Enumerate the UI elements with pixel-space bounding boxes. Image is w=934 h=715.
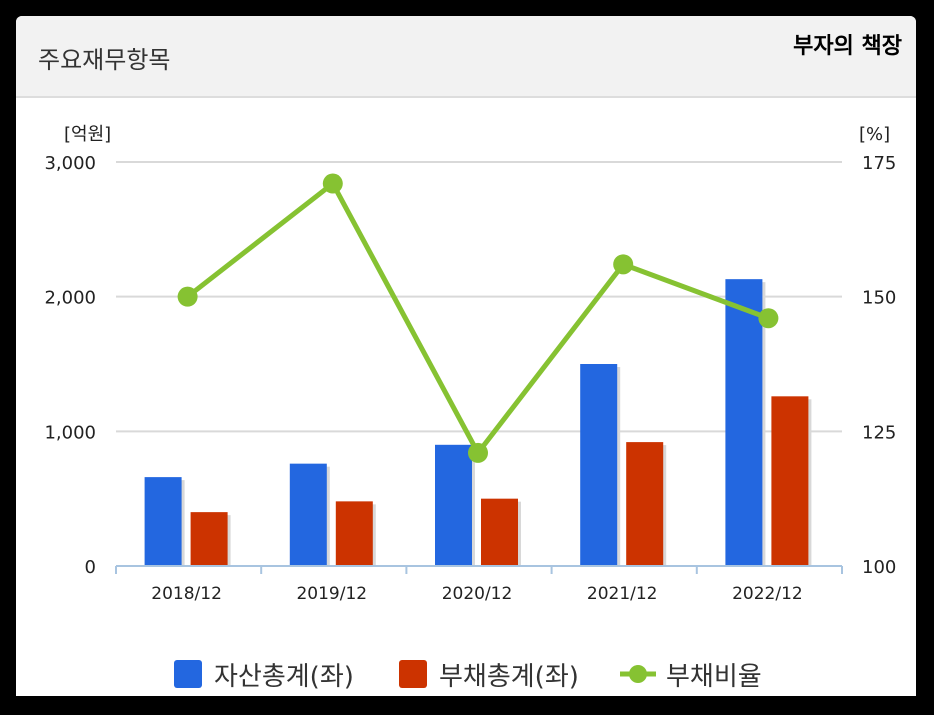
right-tick-label: 125 — [862, 422, 896, 443]
ratio-line — [186, 181, 770, 456]
bar-series — [144, 279, 812, 566]
x-axis — [115, 565, 843, 574]
ratio-point — [758, 308, 779, 329]
legend-swatch-ratio — [620, 665, 656, 683]
ratio-point — [468, 442, 488, 463]
x-axis-ticks: 2018/12 2019/12 2020/12 2021/12 2022/12 — [151, 584, 802, 604]
legend-label-liabilities: 부채총계(좌) — [439, 662, 579, 692]
bar-liabilities — [335, 501, 373, 566]
left-tick-label: 3,000 — [44, 153, 96, 174]
brand-label: 부자의 책장 — [793, 34, 902, 59]
chart-panel: 주요재무항목 부자의 책장 [억원] [%] 0 1,000 2,000 3,000 … — [16, 16, 916, 696]
bar-liabilities — [481, 498, 518, 566]
bar-assets — [144, 477, 182, 566]
right-tick-label: 100 — [862, 557, 896, 578]
right-axis-unit: [%] — [859, 124, 890, 145]
legend-label-ratio: 부채비율 — [666, 662, 762, 692]
right-tick-label: 150 — [862, 288, 896, 309]
left-tick-label: 1,000 — [44, 422, 96, 443]
legend-label-assets: 자산총계(좌) — [214, 662, 354, 692]
bar-liabilities — [190, 512, 228, 566]
bar-assets — [435, 444, 472, 566]
x-tick-label: 2022/12 — [732, 584, 803, 604]
left-tick-label: 2,000 — [44, 288, 96, 309]
ratio-line-series — [177, 173, 779, 463]
x-tick-label: 2019/12 — [296, 584, 367, 604]
panel-title: 주요재무항목 — [38, 46, 171, 74]
legend-swatch-assets — [174, 660, 202, 688]
bar-liabilities — [771, 396, 809, 566]
bar-liabilities — [626, 442, 664, 566]
chart-legend: 자산총계(좌) 부채총계(좌) 부채비율 — [16, 652, 916, 696]
right-tick-label: 175 — [862, 153, 896, 174]
x-tick-label: 2021/12 — [587, 584, 658, 604]
ratio-point — [322, 173, 343, 194]
combo-chart: [억원] [%] 0 1,000 2,000 3,000 100 125 150 175 2… — [44, 124, 896, 604]
bar-assets — [289, 463, 327, 566]
left-tick-label: 0 — [85, 557, 96, 578]
bar-assets — [725, 279, 763, 566]
left-axis-unit: [억원] — [64, 124, 111, 145]
panel-header: 주요재무항목 부자의 책장 — [16, 16, 916, 98]
gridlines — [116, 161, 842, 433]
ratio-point — [613, 254, 634, 275]
x-tick-label: 2020/12 — [442, 584, 513, 604]
bar-assets — [580, 364, 618, 566]
legend-swatch-liabilities — [399, 660, 427, 688]
ratio-point — [177, 286, 198, 307]
right-axis-ticks: 100 125 150 175 — [862, 153, 896, 578]
x-tick-label: 2018/12 — [151, 584, 222, 604]
left-axis-ticks: 0 1,000 2,000 3,000 — [44, 153, 96, 578]
